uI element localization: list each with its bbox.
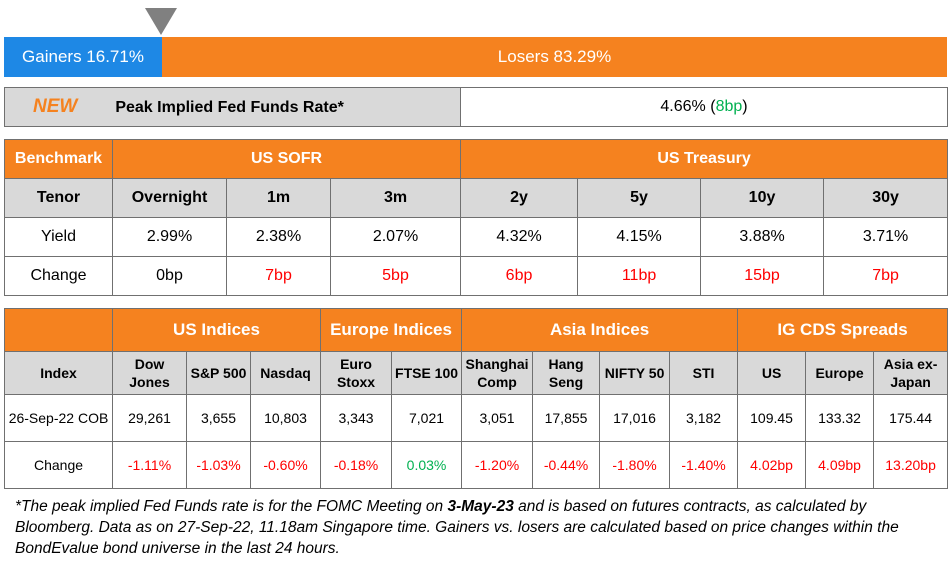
index-value: 17,855 [532, 394, 601, 442]
footnote-part1: *The peak implied Fed Funds rate is for … [15, 498, 448, 515]
change-label: Change [4, 256, 113, 296]
index-name: Shanghai Comp [461, 351, 534, 395]
peak-rate-label: Peak Implied Fed Funds Rate* [115, 99, 344, 116]
tenor-cell: 3m [329, 178, 462, 218]
yield-cell: 2.99% [112, 217, 227, 257]
change-cell: 0bp [112, 256, 227, 296]
change-cell: 7bp [226, 256, 331, 296]
index-name: Asia ex-Japan [873, 351, 949, 395]
peak-rate-value-cell: 4.66% (8bp) [460, 87, 948, 127]
sofr-group-header: US SOFR [111, 139, 462, 179]
index-name: FTSE 100 [391, 351, 463, 395]
yield-label: Yield [4, 217, 113, 257]
index-value: 29,261 [112, 394, 187, 442]
index-value: 3,182 [669, 394, 739, 442]
change-cell: 15bp [700, 256, 825, 296]
footnote-date: 3-May-23 [447, 498, 514, 515]
index-name: STI [669, 351, 739, 395]
date-label: 26-Sep-22 COB [4, 394, 113, 442]
change-cell: 6bp [460, 256, 579, 296]
ig-cds-header: IG CDS Spreads [737, 308, 949, 352]
tenor-cell: 2y [460, 178, 579, 218]
europe-indices-header: Europe Indices [320, 308, 463, 352]
index-change: 4.02bp [737, 441, 807, 489]
index-value: 10,803 [249, 394, 322, 442]
peak-rate-row: NEW Peak Implied Fed Funds Rate* 4.66% (8… [4, 87, 948, 127]
benchmark-table: Benchmark US SOFR US Treasury Tenor Over… [4, 139, 949, 296]
index-change: -1.40% [669, 441, 739, 489]
peak-rate-change-open: ( [705, 98, 716, 115]
index-change: -1.11% [112, 441, 187, 489]
index-name: Dow Jones [112, 351, 187, 395]
index-name: Nasdaq [249, 351, 322, 395]
footnote: *The peak implied Fed Funds rate is for … [15, 496, 940, 559]
change-cell: 7bp [823, 256, 949, 296]
yield-cell: 2.07% [329, 217, 462, 257]
index-value: 109.45 [737, 394, 807, 442]
index-change: 13.20bp [873, 441, 949, 489]
index-label: Index [4, 351, 113, 395]
losers-segment: Losers 83.29% [162, 37, 947, 77]
tenor-cell: 1m [226, 178, 331, 218]
peak-rate-change: 8bp [715, 98, 743, 115]
tenor-cell: 5y [577, 178, 702, 218]
breadth-pointer-icon [145, 8, 177, 35]
peak-rate-value: 4.66% [660, 98, 706, 115]
peak-rate-change-close: ) [742, 98, 748, 115]
index-value: 175.44 [873, 394, 949, 442]
tenor-cell: Overnight [112, 178, 227, 218]
yield-cell: 4.32% [460, 217, 579, 257]
asia-indices-header: Asia Indices [461, 308, 739, 352]
index-change: -0.60% [249, 441, 322, 489]
yield-cell: 2.38% [226, 217, 331, 257]
index-change-label: Change [4, 441, 113, 489]
change-cell: 5bp [329, 256, 462, 296]
gainers-segment: Gainers 16.71% [4, 37, 162, 77]
gainers-losers-bar: Gainers 16.71% Losers 83.29% [4, 37, 947, 77]
index-value: 3,051 [461, 394, 534, 442]
blank-corner [4, 308, 113, 352]
index-value: 133.32 [805, 394, 875, 442]
index-change: -1.80% [599, 441, 671, 489]
new-badge: NEW [33, 96, 78, 117]
index-change: -0.18% [320, 441, 393, 489]
index-change: -1.03% [186, 441, 251, 489]
us-indices-header: US Indices [111, 308, 322, 352]
index-name: US [737, 351, 807, 395]
tenor-cell: 10y [700, 178, 825, 218]
change-cell: 11bp [577, 256, 702, 296]
yield-cell: 3.71% [823, 217, 949, 257]
footnote-part2: and is based on futures contracts, as ca… [15, 498, 899, 557]
tenor-cell: 30y [823, 178, 949, 218]
yield-cell: 3.88% [700, 217, 825, 257]
index-change: -0.44% [532, 441, 601, 489]
peak-rate-label-cell: NEW Peak Implied Fed Funds Rate* [4, 87, 461, 127]
treasury-group-header: US Treasury [460, 139, 949, 179]
yield-cell: 4.15% [577, 217, 702, 257]
index-value: 3,655 [186, 394, 251, 442]
index-change: 4.09bp [805, 441, 875, 489]
tenor-label: Tenor [4, 178, 113, 218]
index-name: NIFTY 50 [599, 351, 671, 395]
index-value: 3,343 [320, 394, 393, 442]
index-value: 7,021 [391, 394, 463, 442]
index-value: 17,016 [599, 394, 671, 442]
index-change: -1.20% [461, 441, 534, 489]
indices-table: US Indices Europe Indices Asia Indices I… [4, 308, 949, 489]
index-name: Hang Seng [532, 351, 601, 395]
benchmark-header: Benchmark [4, 139, 113, 179]
index-name: Europe [805, 351, 875, 395]
index-name: S&P 500 [186, 351, 251, 395]
index-change: 0.03% [391, 441, 463, 489]
index-name: Euro Stoxx [320, 351, 393, 395]
